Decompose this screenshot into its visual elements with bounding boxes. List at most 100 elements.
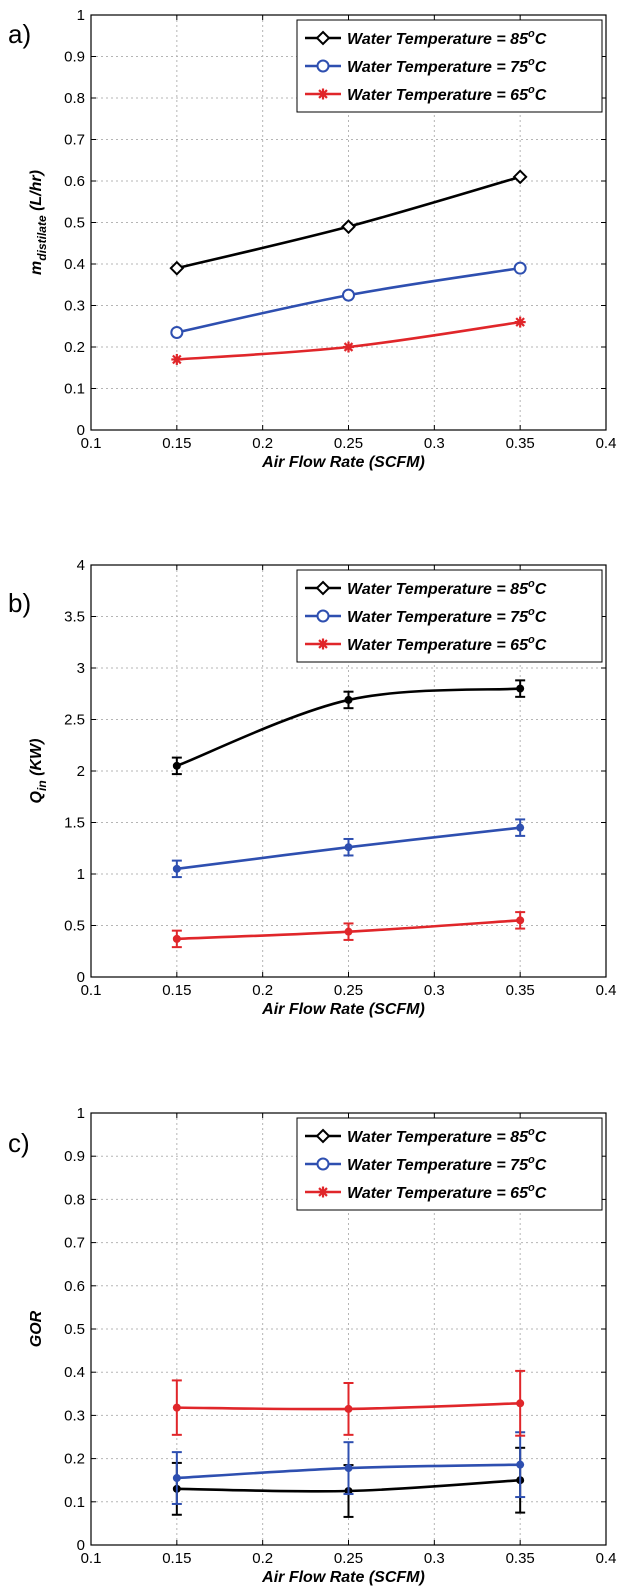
legend-entry-2: Water Temperature = 75oC	[305, 1154, 547, 1174]
x-tick-label: 0.2	[252, 435, 273, 452]
y-tick-label: 3	[77, 660, 85, 677]
y-tick-label: 0.5	[64, 918, 85, 935]
legend-marker	[315, 1128, 331, 1144]
data-point	[344, 927, 353, 936]
data-point	[512, 169, 528, 185]
data-point	[343, 341, 354, 353]
data-point	[516, 1399, 525, 1408]
x-tick-label: 0.1	[81, 435, 102, 452]
data-point	[344, 695, 353, 704]
y-tick-label: 1	[77, 866, 85, 883]
x-tick-label: 0.1	[81, 1550, 102, 1567]
legend-entry-2: Water Temperature = 75oC	[305, 56, 547, 76]
data-point	[344, 1464, 353, 1473]
x-tick-label: 0.25	[334, 1550, 363, 1567]
y-tick-label: 4	[77, 557, 85, 574]
axes-box	[90, 1112, 607, 1546]
data-point	[172, 934, 181, 943]
y-tick-label: 0.4	[64, 1364, 85, 1381]
x-tick-label: 0.25	[334, 982, 363, 999]
y-tick-label: 0.1	[64, 381, 85, 398]
data-point	[516, 684, 525, 693]
y-tick-label: 0.6	[64, 1278, 85, 1295]
y-tick-label: 0.9	[64, 1148, 85, 1165]
y-axis-title: mdistilate (L/hr)	[28, 170, 49, 275]
legend-entry-1: Water Temperature = 85oC	[305, 578, 547, 598]
y-tick-label: 2	[77, 763, 85, 780]
data-point	[514, 316, 526, 328]
chart-panel-1: 0.1 0.15 0.2 0.25 0.3 0.35 0.400.10.20.30.40.5…	[28, 7, 616, 471]
legend-entry-2: Water Temperature = 75oC	[305, 606, 547, 626]
legend-marker	[317, 88, 329, 100]
data-point	[516, 1460, 525, 1469]
axes-box	[90, 14, 607, 431]
y-axis-title-base: Q	[28, 790, 45, 803]
legend: Water Temperature = 85oC Water Temperatur…	[296, 19, 603, 113]
data-point	[513, 261, 527, 275]
data-point	[344, 843, 353, 852]
y-tick-label: 0.2	[64, 339, 85, 356]
x-tick-label: 0.15	[162, 1550, 191, 1567]
legend: Water Temperature = 85oC Water Temperatur…	[296, 569, 603, 663]
data-point	[171, 353, 183, 365]
legend-box	[296, 19, 603, 113]
x-tick-label: 0.35	[506, 1550, 535, 1567]
legend-label: Water Temperature = 65oC	[347, 1182, 547, 1202]
y-tick-label: 0.7	[64, 1235, 85, 1252]
y-axis-title: GOR	[28, 1310, 45, 1347]
legend-label: Water Temperature = 75oC	[347, 56, 547, 76]
data-point	[172, 1474, 181, 1483]
x-tick-label: 0.25	[334, 435, 363, 452]
x-tick-label: 0.1	[81, 982, 102, 999]
y-axis-title-units: (KW)	[28, 739, 45, 781]
x-axis-title: Air Flow Rate (SCFM)	[261, 1001, 425, 1018]
legend-label: Water Temperature = 75oC	[347, 1154, 547, 1174]
y-tick-label: 0.8	[64, 90, 85, 107]
legend-entry-1: Water Temperature = 85oC	[305, 28, 547, 48]
legend-marker	[316, 609, 330, 623]
legend-entry-1: Water Temperature = 85oC	[305, 1126, 547, 1146]
y-tick-label: 0	[77, 422, 85, 439]
legend-label: Water Temperature = 85oC	[347, 1126, 547, 1146]
x-axis-title: Air Flow Rate (SCFM)	[261, 454, 425, 471]
x-tick-label: 0.35	[506, 982, 535, 999]
data-point	[170, 325, 184, 339]
y-tick-label: 0.4	[64, 256, 85, 273]
data-point	[344, 1404, 353, 1413]
data-point	[172, 1403, 181, 1412]
series-1	[169, 169, 528, 276]
y-tick-label: 1	[77, 7, 85, 24]
series-3	[171, 316, 526, 365]
legend-marker	[317, 1186, 329, 1198]
legend-label: Water Temperature = 65oC	[347, 84, 547, 104]
data-point	[341, 219, 356, 235]
y-tick-label: 1.5	[64, 815, 85, 832]
y-tick-label: 2.5	[64, 712, 85, 729]
legend-marker	[315, 30, 331, 46]
legend: Water Temperature = 85oC Water Temperatur…	[296, 1117, 603, 1211]
x-tick-label: 0.4	[596, 1550, 617, 1567]
legend-entry-3: Water Temperature = 65oC	[305, 634, 547, 654]
x-axis-title: Air Flow Rate (SCFM)	[261, 1569, 425, 1586]
y-axis-title-units: (L/hr)	[28, 170, 45, 215]
y-tick-label: 0.2	[64, 1451, 85, 1468]
x-tick-label: 0.4	[596, 982, 617, 999]
series-3	[171, 911, 526, 949]
legend-box	[296, 569, 603, 663]
y-tick-label: 1	[77, 1105, 85, 1122]
y-tick-label: 0.3	[64, 298, 85, 315]
panel-label-2: b)	[8, 588, 31, 618]
legend-label: Water Temperature = 85oC	[347, 578, 547, 598]
data-point	[516, 916, 525, 925]
y-tick-label: 0.5	[64, 215, 85, 232]
legend-marker	[316, 1157, 330, 1171]
series-1	[171, 679, 526, 776]
y-axis-title-subscript: distilate	[35, 215, 49, 261]
data-point	[172, 761, 181, 770]
data-point	[169, 260, 185, 276]
y-tick-label: 0.8	[64, 1191, 85, 1208]
y-tick-label: 0.5	[64, 1321, 85, 1338]
y-axis-title-subscript: in	[35, 780, 49, 791]
y-tick-label: 0.1	[64, 1494, 85, 1511]
